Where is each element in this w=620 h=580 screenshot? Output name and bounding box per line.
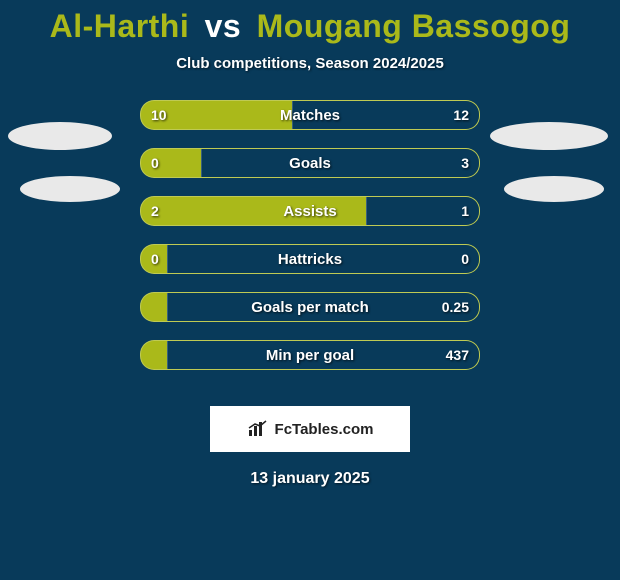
stat-row-min-per-goal: Min per goal437 [140, 340, 480, 370]
comparison-bars: Matches1012 Goals03 Assists21 Hattricks00 Go… [140, 100, 480, 388]
player1-value: 0 [151, 245, 159, 273]
player2-fill [167, 293, 479, 321]
player2-fill [167, 341, 479, 369]
date-label: 13 january 2025 [0, 470, 620, 488]
chart-stage: Matches1012 Goals03 Assists21 Hattricks00 Go… [0, 100, 620, 390]
stat-row-goals-per-match: Goals per match0.25 [140, 292, 480, 322]
badge-text: FcTables.com [275, 421, 374, 438]
player1-value: 2 [151, 197, 159, 225]
player2-fill [292, 101, 479, 129]
player2-fill [201, 149, 479, 177]
player1-name: Al-Harthi [50, 8, 190, 44]
player2-name: Mougang Bassogog [257, 8, 571, 44]
player1-photo-placeholder [8, 122, 112, 150]
vs-label: vs [205, 8, 242, 44]
player1-value: 0 [151, 149, 159, 177]
stat-row-hattricks: Hattricks00 [140, 244, 480, 274]
player2-fill [366, 197, 479, 225]
stat-row-assists: Assists21 [140, 196, 480, 226]
player1-shadow [20, 176, 120, 202]
chart-icon [247, 420, 269, 438]
player2-photo-placeholder [490, 122, 608, 150]
player1-value: 10 [151, 101, 167, 129]
source-badge: FcTables.com [210, 406, 410, 452]
comparison-title: Al-Harthi vs Mougang Bassogog [0, 0, 620, 45]
stat-row-goals: Goals03 [140, 148, 480, 178]
stat-row-matches: Matches1012 [140, 100, 480, 130]
player2-fill [167, 245, 479, 273]
subtitle: Club competitions, Season 2024/2025 [0, 55, 620, 72]
player2-shadow [504, 176, 604, 202]
